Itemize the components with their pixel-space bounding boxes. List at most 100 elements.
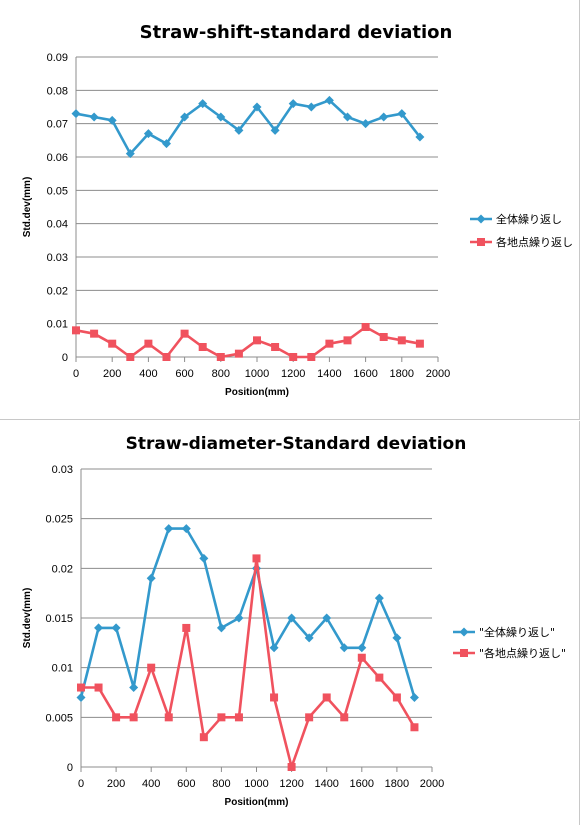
data-point-diamond	[288, 99, 298, 109]
data-point-square	[415, 339, 424, 348]
y-tick-label: 0.015	[45, 613, 73, 625]
y-axis-label: Std.dev(mm)	[22, 177, 33, 238]
y-tick-label: 0.07	[47, 119, 68, 131]
x-tick-label: 1200	[281, 368, 305, 380]
data-point-square	[305, 713, 314, 722]
x-tick-label: 1000	[244, 778, 268, 790]
data-point-diamond	[234, 613, 244, 623]
y-tick-label: 0.005	[45, 712, 73, 724]
legend-label-1: 全体繰り返し	[496, 212, 562, 226]
legend-marker-square	[477, 238, 485, 246]
data-point-square	[112, 713, 121, 722]
data-point-diamond	[287, 613, 297, 623]
data-point-diamond	[304, 633, 314, 643]
x-tick-label: 1600	[350, 778, 374, 790]
data-point-square	[198, 343, 207, 351]
data-point-square	[322, 693, 331, 702]
y-tick-label: 0.02	[47, 285, 68, 297]
y-tick-label: 0.01	[47, 319, 68, 331]
x-tick-label: 600	[175, 368, 193, 380]
y-tick-label: 0.02	[52, 563, 73, 575]
data-point-diamond	[107, 115, 117, 125]
data-point-diamond	[146, 573, 156, 583]
data-point-square	[234, 713, 243, 722]
chart-title: Straw-diameter-Standard deviation	[126, 434, 467, 454]
data-point-diamond	[379, 112, 389, 122]
data-point-square	[182, 623, 191, 632]
legend-label-2: "各地点繰り返し"	[479, 646, 566, 660]
data-point-square	[164, 713, 173, 722]
data-point-square	[72, 326, 80, 335]
data-point-square	[397, 336, 406, 345]
data-point-square	[289, 353, 298, 361]
data-point-diamond	[71, 109, 81, 119]
data-point-square	[357, 653, 366, 662]
data-point-square	[253, 336, 261, 345]
data-point-square	[270, 693, 279, 702]
data-point-square	[307, 353, 316, 361]
x-tick-label: 1800	[390, 368, 414, 380]
data-point-diamond	[198, 99, 208, 109]
data-point-diamond	[322, 613, 332, 623]
data-point-square	[234, 349, 243, 358]
data-point-diamond	[343, 112, 352, 122]
data-point-diamond	[392, 633, 402, 643]
data-point-square	[252, 554, 261, 563]
data-point-square	[343, 336, 352, 345]
data-point-diamond	[374, 593, 384, 603]
series-line-1	[79, 527, 416, 698]
chart-title: Straw-shift-standard deviation	[140, 22, 453, 43]
y-tick-label: 0.01	[52, 663, 73, 675]
data-point-diamond	[89, 112, 99, 122]
data-point-diamond	[324, 95, 334, 105]
data-point-diamond	[180, 112, 190, 122]
data-point-square	[144, 339, 153, 348]
data-point-square	[410, 723, 419, 732]
diameter-std-dev-chart: Straw-diameter-Standard deviation 0 0.005 0…	[22, 434, 566, 808]
y-tick-label: 0.05	[47, 185, 68, 197]
data-point-square	[147, 663, 156, 672]
data-point-diamond	[181, 524, 191, 534]
data-point-square	[77, 683, 85, 692]
data-point-diamond	[125, 149, 135, 159]
data-point-diamond	[216, 623, 226, 633]
x-axis-label: Position(mm)	[225, 387, 289, 398]
data-point-square	[216, 353, 225, 361]
data-point-square	[108, 339, 117, 348]
data-point-diamond	[415, 132, 425, 142]
data-point-diamond	[162, 139, 171, 149]
chart-panel-diameter: Straw-diameter-Standard deviation 0 0.005 0…	[0, 421, 580, 825]
data-point-diamond	[339, 643, 349, 653]
data-point-square	[340, 713, 349, 722]
data-point-square	[129, 713, 138, 722]
y-tick-label: 0.09	[47, 52, 68, 64]
series-line-2	[81, 557, 416, 769]
chart-panel-shift: Straw-shift-standard deviation 0 0.01 0.02 0…	[0, 0, 580, 420]
x-tick-label: 400	[139, 368, 157, 380]
data-point-diamond	[361, 119, 371, 129]
x-tick-label: 1800	[385, 778, 409, 790]
data-point-diamond	[270, 125, 280, 135]
y-tick-label: 0.025	[45, 514, 73, 526]
y-tick-label: 0.08	[47, 85, 68, 97]
series-line-2	[75, 325, 421, 359]
x-tick-label: 0	[73, 368, 79, 380]
y-tick-label: 0.06	[47, 152, 68, 164]
x-tick-label: 1200	[279, 778, 303, 790]
data-point-diamond	[199, 553, 209, 563]
data-point-square	[287, 763, 296, 771]
data-point-diamond	[234, 125, 244, 135]
legend-label-2: 各地点繰り返し	[496, 235, 573, 249]
data-point-diamond	[164, 524, 174, 534]
x-axis-label: Position(mm)	[225, 797, 289, 808]
data-point-square	[392, 693, 401, 702]
data-point-square	[271, 343, 280, 351]
x-tick-label: 1000	[245, 368, 269, 380]
data-point-diamond	[357, 643, 367, 653]
data-point-diamond	[252, 102, 262, 112]
data-point-diamond	[397, 109, 407, 119]
y-tick-label: 0	[67, 762, 73, 774]
data-point-square	[162, 353, 171, 361]
legend-label-1: "全体繰り返し"	[479, 625, 555, 639]
x-tick-label: 800	[212, 368, 230, 380]
